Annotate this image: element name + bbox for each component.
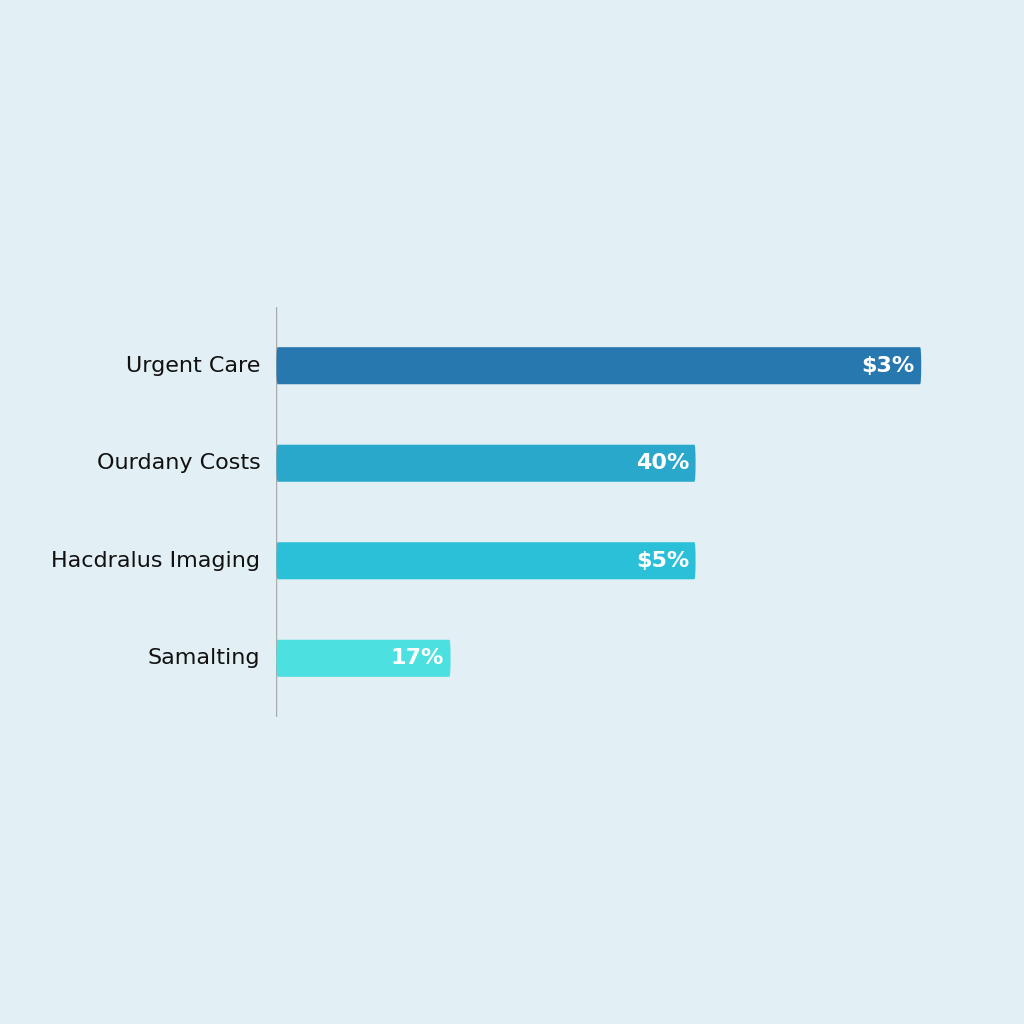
- Text: 17%: 17%: [391, 648, 444, 669]
- Text: $3%: $3%: [861, 355, 914, 376]
- Text: Urgent Care: Urgent Care: [126, 355, 260, 376]
- FancyBboxPatch shape: [276, 640, 451, 677]
- Text: Samalting: Samalting: [147, 648, 260, 669]
- FancyBboxPatch shape: [276, 444, 695, 481]
- Text: Ourdany Costs: Ourdany Costs: [96, 454, 260, 473]
- FancyBboxPatch shape: [276, 543, 695, 580]
- Text: 40%: 40%: [636, 454, 689, 473]
- FancyBboxPatch shape: [276, 347, 922, 384]
- Text: $5%: $5%: [636, 551, 689, 570]
- Text: Hacdralus Imaging: Hacdralus Imaging: [51, 551, 260, 570]
